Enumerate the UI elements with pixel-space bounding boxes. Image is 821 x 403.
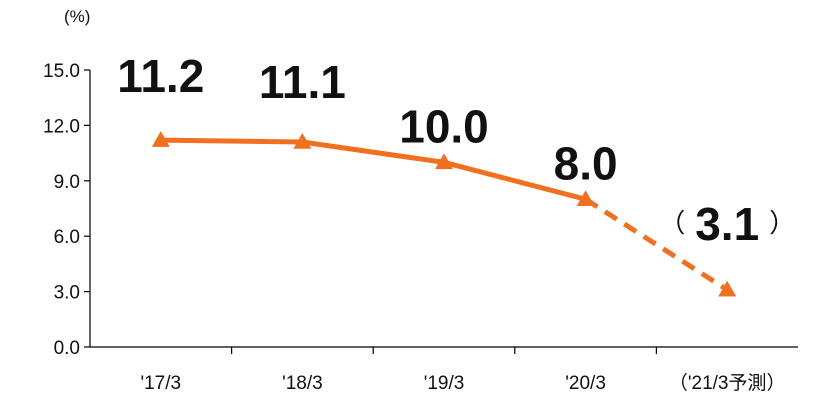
y-tick-label: 6.0 <box>54 227 80 248</box>
y-tick-label: 3.0 <box>54 283 80 304</box>
y-tick-label: 9.0 <box>54 172 80 193</box>
series-line-forecast <box>584 197 729 292</box>
series-line-actual <box>160 137 587 202</box>
data-label: 11.2 <box>117 50 204 102</box>
triangle-marker <box>718 280 737 297</box>
data-label: 10.0 <box>399 100 489 152</box>
x-tick-label: '19/3 <box>424 373 465 394</box>
x-tick-group: '17/3 '18/3 '19/3 '20/3 （'21/3予測） <box>140 347 786 394</box>
x-tick-label: '17/3 <box>140 373 181 394</box>
triangle-marker <box>151 131 170 147</box>
series-line-group <box>151 131 737 297</box>
data-label-group: 11.2 11.1 10.0 8.0 3.1 （ ） <box>117 50 795 250</box>
data-label: 11.1 <box>259 56 346 108</box>
x-tick-label: （'21/3予測） <box>669 372 786 394</box>
forecast-paren-open: （ <box>659 208 685 238</box>
y-tick-label: 12.0 <box>43 116 80 137</box>
forecast-paren-close: ） <box>769 208 795 238</box>
data-label: 8.0 <box>554 137 618 189</box>
triangle-marker <box>293 133 312 149</box>
x-tick-label: '20/3 <box>565 373 606 394</box>
triangle-marker <box>576 190 595 207</box>
data-label: 3.1 <box>695 198 759 250</box>
x-tick-label: '18/3 <box>282 373 323 394</box>
triangle-marker <box>435 153 453 170</box>
y-tick-group: 0.0 3.0 6.0 9.0 12.0 15.0 <box>43 61 90 359</box>
y-tick-label: 0.0 <box>54 338 80 359</box>
y-tick-label: 15.0 <box>43 61 80 82</box>
y-unit-label: (%) <box>64 7 90 26</box>
